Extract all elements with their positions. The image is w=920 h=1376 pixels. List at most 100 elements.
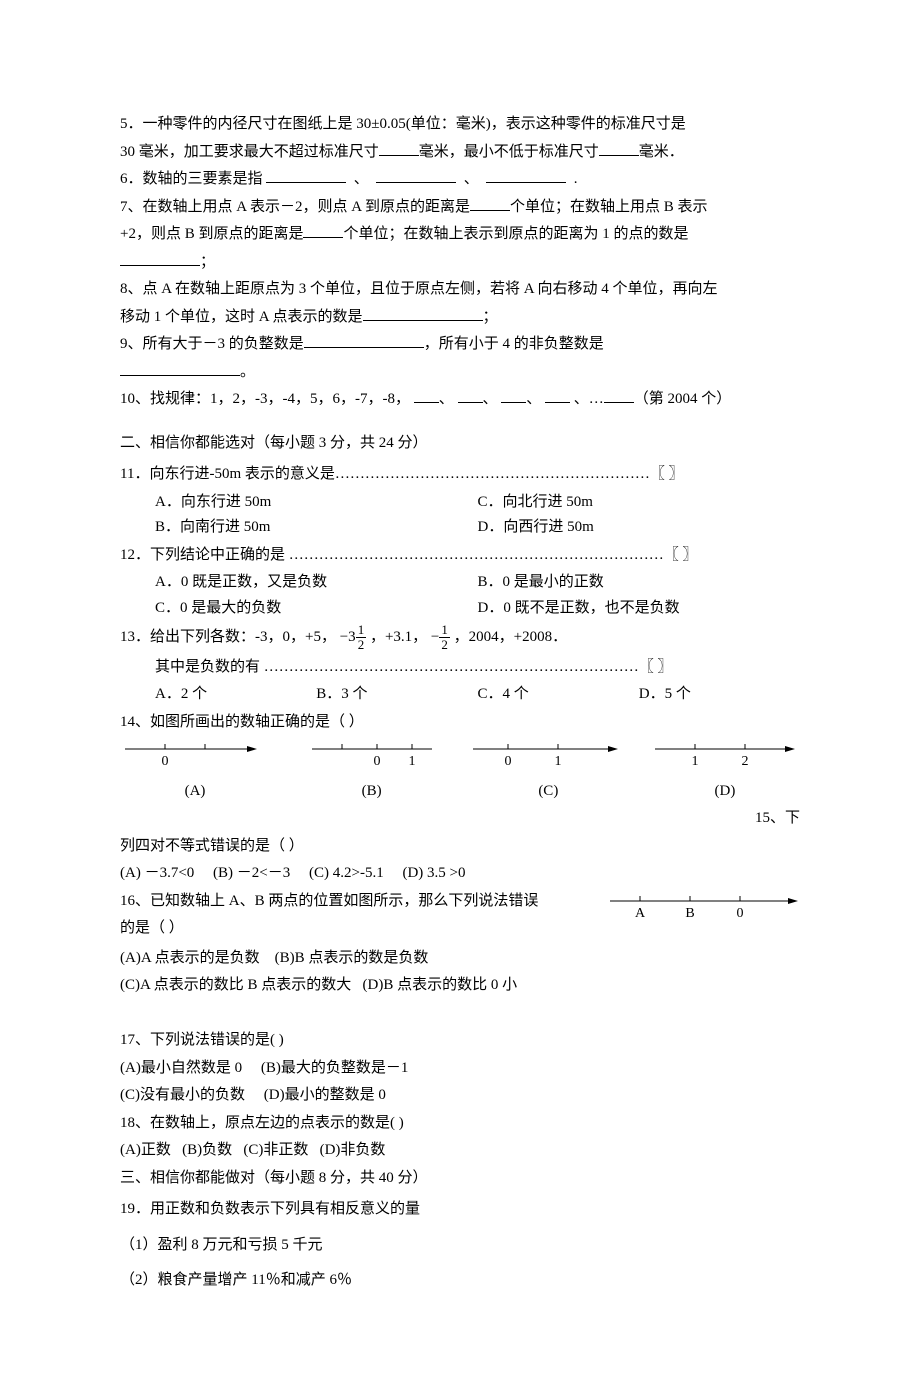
sep: 、 <box>354 171 369 187</box>
q7-b: 个单位；在数轴上用点 B 表示 <box>510 199 708 215</box>
q12-C: C．0 是最大的负数 <box>155 596 478 622</box>
bracket: 〖 〗 <box>650 466 684 482</box>
q15-A: (A) －3.7<0 <box>120 865 194 881</box>
q7-a: 7、在数轴上用点 A 表示－2，则点 A 到原点的距离是 <box>120 199 470 215</box>
end: . <box>574 171 578 187</box>
q9-line1: 9、所有大于－3 的负整数是，所有小于 4 的非负整数是 <box>120 332 800 358</box>
q13-D: D．5 个 <box>639 682 800 708</box>
blank <box>266 167 346 183</box>
sep: 、 <box>526 391 541 407</box>
tick-label: 0 <box>373 754 380 769</box>
blank <box>545 387 570 403</box>
q15-lead: 15、下 <box>755 810 800 826</box>
q8-b: 移动 1 个单位，这时 A 点表示的数是 <box>120 309 363 325</box>
number-line-C: 0 1 <box>473 739 623 769</box>
blank <box>486 167 566 183</box>
q7-line3: ； <box>120 250 800 276</box>
dots: ……………………………………………………… <box>335 466 650 482</box>
tick-label: 0 <box>737 906 744 921</box>
q19-stem: 19．用正数和负数表示下列具有相反意义的量 <box>120 1197 800 1223</box>
q16-row1: (A)A 点表示的是负数 (B)B 点表示的数是负数 <box>120 946 800 972</box>
q15-B: (B) －2<－3 <box>213 865 290 881</box>
q9-line2: 。 <box>120 360 800 386</box>
q12-D: D．0 既不是正数，也不是负数 <box>478 596 801 622</box>
q18-A: (A)正数 <box>120 1142 171 1158</box>
q11-C: C．向北行进 50m <box>478 490 801 516</box>
axis-B: 0 1 (B) <box>297 739 447 804</box>
label-C: (C) <box>473 779 623 805</box>
q12-A: A．0 既是正数，又是负数 <box>155 570 478 596</box>
q9-b: ，所有小于 4 的非负整数是 <box>424 336 604 352</box>
q7-line2: +2，则点 B 到原点的距离是个单位；在数轴上表示到原点的距离为 1 的点的数是 <box>120 222 800 248</box>
q7-d: 个单位；在数轴上表示到原点的距离为 1 的点的数是 <box>343 226 688 242</box>
section-3-heading: 三、相信你都能做对（每小题 8 分，共 40 分） <box>120 1166 800 1192</box>
q16-row2: (C)A 点表示的数比 B 点表示的数大 (D)B 点表示的数比 0 小 <box>120 973 800 999</box>
blank <box>304 332 424 348</box>
q11-text: 11．向东行进-50m 表示的意义是 <box>120 466 335 482</box>
q10-line: 10、找规律：1，2，-3，-4，5，6，-7，-8， 、 、 、 、…（第 2… <box>120 387 800 413</box>
tick-label: 1 <box>691 754 698 769</box>
q8-c: ； <box>483 309 498 325</box>
q17-B: (B)最大的负整数是－1 <box>261 1060 409 1076</box>
blank <box>376 167 456 183</box>
q17-stem: 17、下列说法错误的是( ) <box>120 1028 800 1054</box>
q13-c: ，2004，+2008． <box>454 629 567 645</box>
blank <box>414 387 439 403</box>
dots: ………………………………………………………………… <box>289 547 664 563</box>
blank <box>120 250 200 266</box>
q18-B: (B)负数 <box>182 1142 232 1158</box>
sep: 、 <box>439 391 454 407</box>
q12-stem: 12．下列结论中正确的是 …………………………………………………………………〖 … <box>120 543 800 569</box>
blank <box>458 387 483 403</box>
q17-row2: (C)没有最小的负数 (D)最小的整数是 0 <box>120 1083 800 1109</box>
bracket: 〖 〗 <box>664 547 698 563</box>
q18-C: (C)非正数 <box>243 1142 308 1158</box>
numer: 1 <box>439 623 450 638</box>
q13-d: 其中是负数的有 <box>155 659 264 675</box>
q11-options-row2: B．向南行进 50m D．向西行进 50m <box>120 515 800 541</box>
q15-options: (A) －3.7<0 (B) －2<－3 (C) 4.2>-5.1 (D) 3.… <box>120 861 800 887</box>
q14-axes: 0 (A) 0 1 (B) 0 1 (C) 1 <box>120 739 800 804</box>
q11-B: B．向南行进 50m <box>155 515 478 541</box>
q11-A: A．向东行进 50m <box>155 490 478 516</box>
q12-options-row1: A．0 既是正数，又是负数 B．0 是最小的正数 <box>120 570 800 596</box>
q12-text: 12．下列结论中正确的是 <box>120 547 289 563</box>
q5-text-d: 毫米． <box>639 144 684 160</box>
q9-c: 。 <box>240 364 255 380</box>
section-2-heading: 二、相信你都能选对（每小题 3 分，共 24 分） <box>120 431 800 457</box>
q5-text-c: 毫米，最小不低于标准尺寸 <box>419 144 599 160</box>
q19-p1: （1）盈利 8 万元和亏损 5 千元 <box>120 1233 800 1259</box>
tick-label: 2 <box>741 754 748 769</box>
q15-D: (D) 3.5 >0 <box>402 865 465 881</box>
q12-B: B．0 是最小的正数 <box>478 570 801 596</box>
q13-C: C．4 个 <box>478 682 639 708</box>
q11-options-row1: A．向东行进 50m C．向北行进 50m <box>120 490 800 516</box>
q5-text-a: 5．一种零件的内径尺寸在图纸上是 30±0.05(单位：毫米)，表示这种零件的标… <box>120 116 686 132</box>
axis-C: 0 1 (C) <box>473 739 623 804</box>
numer: 1 <box>356 623 367 638</box>
number-line-D: 1 2 <box>650 739 800 769</box>
bracket: 〖 〗 <box>639 659 673 675</box>
q10-a: 10、找规律：1，2，-3，-4，5，6，-7，-8， <box>120 391 410 407</box>
q13-a: 13．给出下列各数：-3，0，+5， <box>120 629 336 645</box>
blank <box>501 387 526 403</box>
blank <box>599 140 639 156</box>
q17-D: (D)最小的整数是 0 <box>264 1087 386 1103</box>
q18-options: (A)正数 (B)负数 (C)非正数 (D)非负数 <box>120 1138 800 1164</box>
fraction: 12 <box>356 623 367 653</box>
q6-line: 6．数轴的三要素是指 、 、 . <box>120 167 800 193</box>
q18-stem: 18、在数轴上，原点左边的点表示的数是( ) <box>120 1111 800 1137</box>
q17-A: (A)最小自然数是 0 <box>120 1060 242 1076</box>
q17-row1: (A)最小自然数是 0 (B)最大的负整数是－1 <box>120 1056 800 1082</box>
q15-stem: 列四对不等式错误的是（ ） <box>120 834 800 860</box>
q7-e: ； <box>200 254 215 270</box>
q5-line1: 5．一种零件的内径尺寸在图纸上是 30±0.05(单位：毫米)，表示这种零件的标… <box>120 112 800 138</box>
tick-label: 1 <box>408 754 415 769</box>
q16-optD: (D)B 点表示的数比 0 小 <box>363 977 518 993</box>
q11-D: D．向西行进 50m <box>478 515 801 541</box>
q13-A: A．2 个 <box>155 682 316 708</box>
q12-options-row2: C．0 是最大的负数 D．0 既不是正数，也不是负数 <box>120 596 800 622</box>
q13-sub: 其中是负数的有 …………………………………………………………………〖 〗 <box>120 655 800 681</box>
blank <box>363 305 483 321</box>
blank <box>470 195 510 211</box>
